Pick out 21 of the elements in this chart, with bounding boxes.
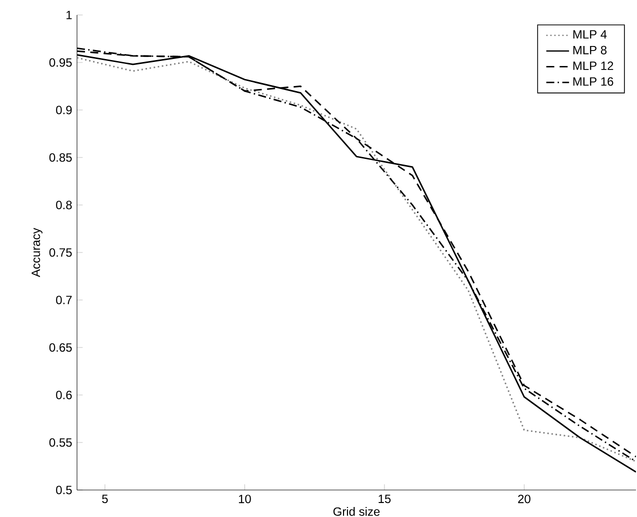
y-axis-title: Accuracy xyxy=(32,228,42,278)
legend-label: MLP 12 xyxy=(573,62,614,70)
y-tick-label: 0.5 xyxy=(56,486,72,494)
y-tick-label: 0.6 xyxy=(56,390,72,400)
x-tick-label: 15 xyxy=(378,494,391,504)
y-tick-label: 0.95 xyxy=(49,58,72,67)
x-axis-title: Grid size xyxy=(333,507,380,516)
y-tick-label: 0.8 xyxy=(56,200,72,210)
x-tick-label: 5 xyxy=(102,494,108,504)
legend-label: MLP 4 xyxy=(573,30,607,38)
y-tick-label: 0.9 xyxy=(56,106,72,114)
y-tick-label: 0.7 xyxy=(56,296,72,304)
legend-label: MLP 16 xyxy=(573,77,614,86)
y-tick-label: 1 xyxy=(66,10,72,20)
x-tick-label: 20 xyxy=(518,494,530,504)
y-tick-label: 0.55 xyxy=(49,438,72,447)
y-tick-label: 0.75 xyxy=(49,248,72,257)
y-tick-label: 0.65 xyxy=(49,343,72,352)
y-tick-label: 0.85 xyxy=(49,153,72,162)
legend-label: MLP 8 xyxy=(573,46,607,54)
x-tick-label: 10 xyxy=(238,494,251,504)
